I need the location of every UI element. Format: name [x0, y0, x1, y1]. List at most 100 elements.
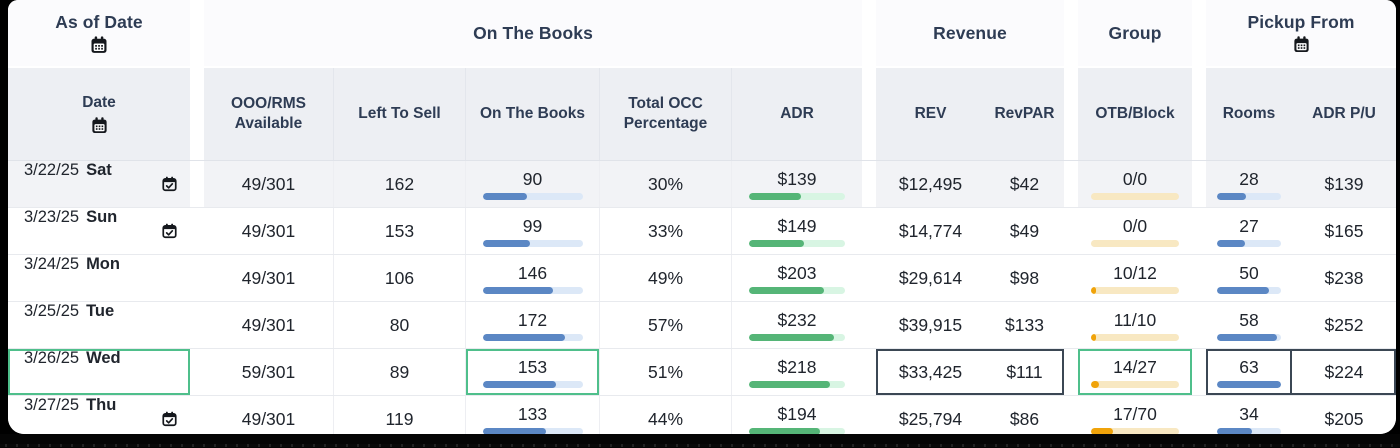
- date-cell[interactable]: 3/25/25 Tue: [8, 302, 190, 348]
- left-to-sell-cell[interactable]: 106: [334, 255, 466, 301]
- otb-progress-bar: [482, 286, 583, 294]
- table-body: 3/22/25 Sat 49/301 162 90 30% $139: [8, 161, 1396, 434]
- ooo-rms-available-cell[interactable]: 49/301: [204, 208, 334, 254]
- pickup-rooms-cell[interactable]: 50: [1206, 255, 1292, 301]
- rev-cell[interactable]: $12,495: [876, 161, 985, 207]
- calendar-icon[interactable]: [89, 35, 109, 55]
- pickup-rooms-cell[interactable]: 58: [1206, 302, 1292, 348]
- ooo-rms-available-column-header[interactable]: OOO/RMS Available: [204, 68, 334, 160]
- revpar-cell[interactable]: $49: [985, 208, 1064, 254]
- pickup-rooms-cell[interactable]: 63: [1206, 349, 1292, 395]
- calendar-icon[interactable]: [90, 116, 109, 135]
- table-row: 3/22/25 Sat 49/301 162 90 30% $139: [8, 161, 1396, 208]
- calendar-check-icon[interactable]: [161, 223, 178, 240]
- adr-cell[interactable]: $139: [732, 161, 862, 207]
- as-of-date-header[interactable]: As of Date: [8, 0, 190, 68]
- adr-cell[interactable]: $232: [732, 302, 862, 348]
- otb-block-cell[interactable]: 0/0: [1078, 161, 1192, 207]
- date-cell[interactable]: 3/26/25 Wed: [8, 349, 190, 395]
- adr-cell[interactable]: $218: [732, 349, 862, 395]
- calendar-check-icon[interactable]: [161, 176, 178, 193]
- on-the-books-cell[interactable]: 99: [466, 208, 600, 254]
- revpar-cell[interactable]: $111: [985, 349, 1064, 395]
- total-occ-percentage-cell[interactable]: 44%: [600, 396, 732, 434]
- left-to-sell-cell[interactable]: 119: [334, 396, 466, 434]
- left-to-sell-column-header[interactable]: Left To Sell: [334, 68, 466, 160]
- adr-pu-cell[interactable]: $252: [1292, 302, 1396, 348]
- rooms-column-header[interactable]: Rooms: [1206, 68, 1292, 160]
- column-gutter: [862, 68, 876, 160]
- total-occ-percentage-cell[interactable]: 49%: [600, 255, 732, 301]
- otb-block-cell[interactable]: 17/70: [1078, 396, 1192, 434]
- ooo-rms-available-cell[interactable]: 49/301: [204, 255, 334, 301]
- adr-pu-cell[interactable]: $238: [1292, 255, 1396, 301]
- otb-block-cell[interactable]: 14/27: [1078, 349, 1192, 395]
- rev-cell[interactable]: $33,425: [876, 349, 985, 395]
- rooms-progress-bar: [1217, 380, 1281, 388]
- column-gutter: [862, 161, 876, 207]
- rev-column-header[interactable]: REV: [876, 68, 985, 160]
- adr-pu-cell[interactable]: $165: [1292, 208, 1396, 254]
- on-the-books-cell[interactable]: 172: [466, 302, 600, 348]
- table-row: 3/27/25 Thu 49/301 119 133 44% $194: [8, 396, 1396, 434]
- pickup-rooms-cell[interactable]: 27: [1206, 208, 1292, 254]
- adr-cell[interactable]: $203: [732, 255, 862, 301]
- ooo-rms-available-cell[interactable]: 59/301: [204, 349, 334, 395]
- revpar-cell[interactable]: $86: [985, 396, 1064, 434]
- total-occ-percentage-cell[interactable]: 51%: [600, 349, 732, 395]
- ooo-rms-available-cell[interactable]: 49/301: [204, 161, 334, 207]
- rev-cell[interactable]: $39,915: [876, 302, 985, 348]
- calendar-check-icon[interactable]: [161, 411, 178, 428]
- left-to-sell-cell[interactable]: 153: [334, 208, 466, 254]
- calendar-icon[interactable]: [1292, 35, 1311, 54]
- otb-progress-bar: [482, 192, 583, 200]
- otb-block-column-header[interactable]: OTB/Block: [1078, 68, 1192, 160]
- date-cell[interactable]: 3/22/25 Sat: [8, 161, 190, 207]
- left-to-sell-cell[interactable]: 162: [334, 161, 466, 207]
- date-cell[interactable]: 3/24/25 Mon: [8, 255, 190, 301]
- revpar-cell[interactable]: $42: [985, 161, 1064, 207]
- date-cell[interactable]: 3/23/25 Sun: [8, 208, 190, 254]
- adr-column-header[interactable]: ADR: [732, 68, 862, 160]
- rev-cell[interactable]: $25,794: [876, 396, 985, 434]
- revpar-column-header[interactable]: RevPAR: [985, 68, 1064, 160]
- total-occ-percentage-cell[interactable]: 33%: [600, 208, 732, 254]
- ooo-rms-available-cell[interactable]: 49/301: [204, 396, 334, 434]
- on-the-books-cell[interactable]: 153: [466, 349, 600, 395]
- pickup-from-group-header[interactable]: Pickup From: [1206, 0, 1396, 68]
- rev-cell[interactable]: $29,614: [876, 255, 985, 301]
- on-the-books-cell[interactable]: 90: [466, 161, 600, 207]
- column-gutter: [1064, 396, 1078, 434]
- otb-block-cell[interactable]: 0/0: [1078, 208, 1192, 254]
- left-to-sell-cell[interactable]: 89: [334, 349, 466, 395]
- group-progress-bar: [1091, 239, 1179, 247]
- adr-pu-cell[interactable]: $139: [1292, 161, 1396, 207]
- adr-cell[interactable]: $149: [732, 208, 862, 254]
- column-gutter: [1064, 161, 1078, 207]
- adr-pu-column-header[interactable]: ADR P/U: [1292, 68, 1396, 160]
- otb-block-cell[interactable]: 10/12: [1078, 255, 1192, 301]
- date-cell[interactable]: 3/27/25 Thu: [8, 396, 190, 434]
- revpar-cell[interactable]: $133: [985, 302, 1064, 348]
- column-gutter: [1192, 161, 1206, 207]
- left-to-sell-cell[interactable]: 80: [334, 302, 466, 348]
- adr-pu-cell[interactable]: $224: [1292, 349, 1396, 395]
- ooo-rms-available-cell[interactable]: 49/301: [204, 302, 334, 348]
- date-column-header[interactable]: Date: [8, 68, 190, 160]
- rooms-progress-bar: [1217, 333, 1281, 341]
- on-the-books-cell[interactable]: 146: [466, 255, 600, 301]
- total-occ-percentage-cell[interactable]: 30%: [600, 161, 732, 207]
- total-occ-percentage-cell[interactable]: 57%: [600, 302, 732, 348]
- pickup-rooms-cell[interactable]: 34: [1206, 396, 1292, 434]
- group-group-header: Group: [1078, 0, 1192, 68]
- on-the-books-column-header[interactable]: On The Books: [466, 68, 600, 160]
- revpar-cell[interactable]: $98: [985, 255, 1064, 301]
- adr-pu-cell[interactable]: $205: [1292, 396, 1396, 434]
- column-gutter: [1192, 0, 1206, 68]
- rev-cell[interactable]: $14,774: [876, 208, 985, 254]
- otb-block-cell[interactable]: 11/10: [1078, 302, 1192, 348]
- adr-cell[interactable]: $194: [732, 396, 862, 434]
- total-occ-percentage-column-header[interactable]: Total OCC Percentage: [600, 68, 732, 160]
- on-the-books-cell[interactable]: 133: [466, 396, 600, 434]
- pickup-rooms-cell[interactable]: 28: [1206, 161, 1292, 207]
